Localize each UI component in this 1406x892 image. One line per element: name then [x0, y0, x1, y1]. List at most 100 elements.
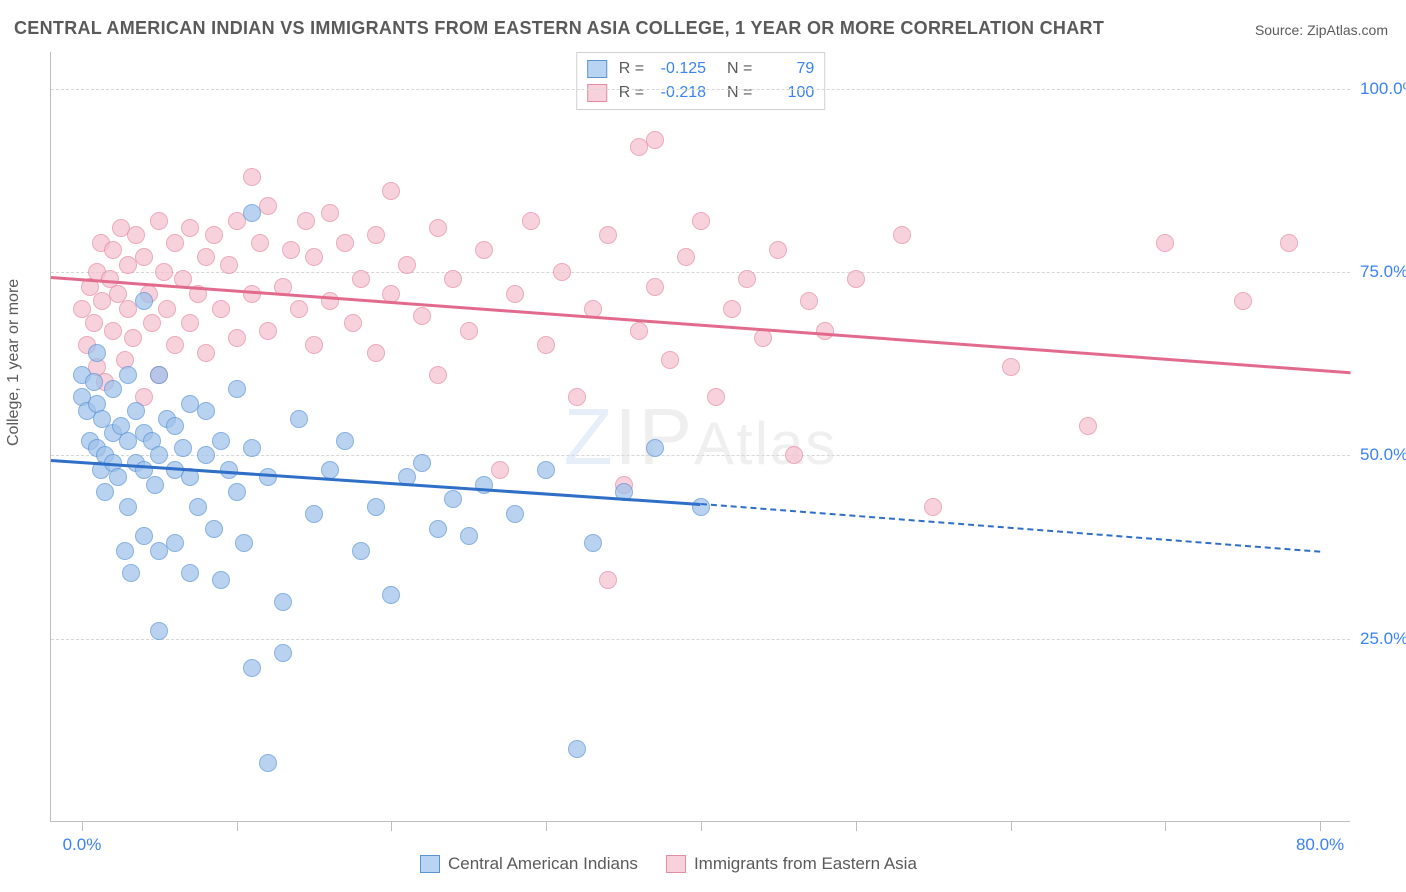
source-attribution: Source: ZipAtlas.com [1255, 22, 1388, 38]
scatter-point-pink [344, 314, 362, 332]
y-tick-label: 50.0% [1360, 445, 1406, 465]
scatter-point-pink [352, 270, 370, 288]
x-tick [1320, 821, 1321, 831]
stat-r-label: R = [619, 57, 644, 81]
scatter-point-blue [305, 505, 323, 523]
legend-item-pink: Immigrants from Eastern Asia [666, 854, 917, 874]
scatter-point-pink [336, 234, 354, 252]
scatter-point-pink [212, 300, 230, 318]
scatter-point-pink [924, 498, 942, 516]
scatter-point-pink [166, 234, 184, 252]
stat-n-label: N = [718, 81, 752, 105]
gridline-horizontal [51, 455, 1350, 456]
scatter-point-pink [646, 278, 664, 296]
scatter-point-blue [116, 542, 134, 560]
scatter-point-pink [568, 388, 586, 406]
scatter-point-blue [367, 498, 385, 516]
legend-label: Immigrants from Eastern Asia [694, 854, 917, 874]
scatter-point-pink [124, 329, 142, 347]
scatter-point-blue [205, 520, 223, 538]
gridline-horizontal [51, 89, 1350, 90]
scatter-point-blue [104, 380, 122, 398]
x-tick-label: 80.0% [1296, 835, 1344, 855]
scatter-point-blue [212, 571, 230, 589]
y-tick-label: 25.0% [1360, 629, 1406, 649]
scatter-point-pink [305, 336, 323, 354]
scatter-point-pink [290, 300, 308, 318]
scatter-point-blue [166, 534, 184, 552]
scatter-point-pink [646, 131, 664, 149]
scatter-point-pink [847, 270, 865, 288]
scatter-point-pink [367, 226, 385, 244]
scatter-point-pink [150, 212, 168, 230]
scatter-point-blue [336, 432, 354, 450]
scatter-point-blue [646, 439, 664, 457]
legend-label: Central American Indians [448, 854, 638, 874]
scatter-point-blue [150, 446, 168, 464]
scatter-point-blue [146, 476, 164, 494]
scatter-point-blue [243, 204, 261, 222]
scatter-point-pink [599, 571, 617, 589]
scatter-point-pink [692, 212, 710, 230]
legend-item-blue: Central American Indians [420, 854, 638, 874]
x-tick [391, 821, 392, 831]
scatter-point-pink [816, 322, 834, 340]
scatter-point-pink [197, 344, 215, 362]
scatter-point-pink [522, 212, 540, 230]
scatter-point-blue [212, 432, 230, 450]
scatter-point-pink [259, 197, 277, 215]
scatter-point-pink [661, 351, 679, 369]
scatter-point-pink [181, 314, 199, 332]
scatter-point-pink [243, 168, 261, 186]
scatter-point-blue [228, 380, 246, 398]
scatter-point-pink [197, 248, 215, 266]
scatter-point-blue [174, 439, 192, 457]
series-legend: Central American Indians Immigrants from … [420, 854, 917, 874]
scatter-point-blue [274, 644, 292, 662]
scatter-point-pink [205, 226, 223, 244]
scatter-point-pink [460, 322, 478, 340]
scatter-point-pink [677, 248, 695, 266]
scatter-point-blue [181, 564, 199, 582]
scatter-point-pink [429, 366, 447, 384]
legend-swatch [587, 60, 607, 78]
scatter-point-pink [785, 446, 803, 464]
scatter-point-blue [150, 622, 168, 640]
scatter-point-pink [738, 270, 756, 288]
gridline-horizontal [51, 272, 1350, 273]
scatter-point-blue [243, 439, 261, 457]
plot-area: ZIPAtlas R =-0.125 N =79R =-0.218 N =100… [50, 52, 1350, 822]
scatter-point-pink [444, 270, 462, 288]
scatter-point-pink [1234, 292, 1252, 310]
scatter-point-pink [220, 256, 238, 274]
scatter-point-pink [143, 314, 161, 332]
scatter-point-pink [158, 300, 176, 318]
gridline-horizontal [51, 639, 1350, 640]
scatter-point-blue [127, 402, 145, 420]
scatter-point-blue [150, 366, 168, 384]
scatter-point-pink [429, 219, 447, 237]
scatter-point-blue [568, 740, 586, 758]
scatter-point-pink [166, 336, 184, 354]
scatter-point-blue [119, 366, 137, 384]
scatter-point-pink [754, 329, 772, 347]
scatter-point-blue [88, 344, 106, 362]
scatter-point-blue [413, 454, 431, 472]
y-axis-label: College, 1 year or more [5, 279, 23, 446]
watermark: ZIPAtlas [564, 391, 838, 483]
scatter-point-pink [85, 314, 103, 332]
scatter-point-blue [382, 586, 400, 604]
scatter-point-pink [251, 234, 269, 252]
scatter-point-blue [290, 410, 308, 428]
legend-swatch [420, 855, 440, 873]
scatter-point-pink [475, 241, 493, 259]
y-tick-label: 75.0% [1360, 262, 1406, 282]
scatter-point-blue [584, 534, 602, 552]
scatter-point-pink [506, 285, 524, 303]
scatter-point-blue [537, 461, 555, 479]
scatter-point-blue [352, 542, 370, 560]
scatter-point-pink [367, 344, 385, 362]
scatter-point-blue [122, 564, 140, 582]
scatter-point-blue [274, 593, 292, 611]
x-tick [856, 821, 857, 831]
